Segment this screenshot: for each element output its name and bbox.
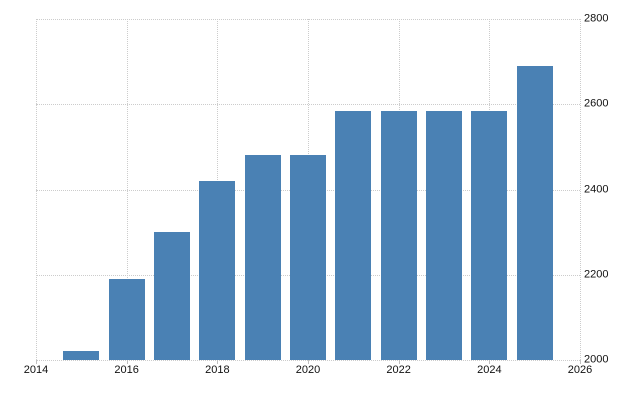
gridline-y-2800	[36, 19, 580, 20]
x-tick-label-2016: 2016	[114, 364, 139, 376]
bar-2022[interactable]	[380, 110, 417, 360]
x-tick-2026	[580, 360, 581, 364]
bar-2016[interactable]	[108, 279, 145, 360]
x-tick-label-2024: 2024	[477, 364, 502, 376]
x-tick-label-2022: 2022	[386, 364, 411, 376]
y-tick-label-2000: 2000	[584, 353, 609, 366]
x-tick-label-2020: 2020	[295, 364, 321, 376]
x-tick-label-2014: 2014	[23, 364, 49, 376]
x-tick-2016	[126, 360, 128, 364]
y-tick-label-2800: 2800	[584, 12, 609, 25]
gridline-y-2600	[36, 104, 580, 106]
y-tick-label-2600: 2600	[584, 97, 609, 110]
y-tick-label-2200: 2200	[584, 268, 609, 281]
x-tick-2022	[398, 360, 400, 364]
y-tick-label-2400: 2400	[584, 183, 609, 195]
x-tick-2024	[489, 360, 491, 364]
x-tick-2014	[36, 360, 37, 364]
x-tick-2018	[217, 360, 219, 364]
bar-2018[interactable]	[199, 180, 236, 360]
bar-2020[interactable]	[290, 155, 326, 360]
bar-2021[interactable]	[335, 110, 372, 360]
gridline-x-2026	[580, 19, 581, 360]
bar-2024[interactable]	[471, 110, 508, 360]
bar-2025[interactable]	[516, 65, 553, 360]
x-tick-label-2026: 2026	[567, 364, 593, 376]
bar-2017[interactable]	[154, 232, 190, 360]
bar-2019[interactable]	[244, 155, 281, 360]
bar-2023[interactable]	[426, 110, 462, 360]
x-tick-2020	[308, 360, 309, 364]
x-tick-label-2018: 2018	[205, 364, 230, 376]
bar-2015[interactable]	[63, 351, 100, 360]
